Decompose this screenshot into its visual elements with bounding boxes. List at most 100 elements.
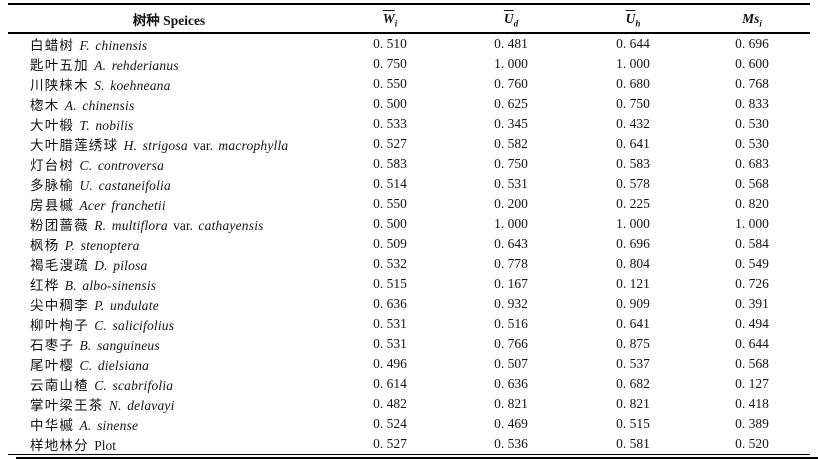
value-cell: 0. 644 xyxy=(735,336,769,351)
value-cell: 0. 820 xyxy=(735,196,769,211)
species-cell: 粉团蔷薇 R. multiflora var. cathayensis xyxy=(8,214,330,234)
species-name-latin: C. salicifolius xyxy=(94,318,175,333)
value-cell: 0. 391 xyxy=(735,296,769,311)
value-cell: 0. 532 xyxy=(373,256,407,271)
species-cell: 枫杨 P. stenoptera xyxy=(8,234,330,254)
species-name-latin: F. chinensis xyxy=(79,38,148,53)
species-name-cn: 川陕梾木 xyxy=(30,78,89,93)
value-cell: 0. 778 xyxy=(494,256,528,271)
species-cell: 大叶腊莲绣球 H. strigosa var. macrophylla xyxy=(8,134,330,154)
value-cell: 0. 167 xyxy=(494,276,528,291)
value-cell: 0. 531 xyxy=(494,176,528,191)
value-cell: 0. 766 xyxy=(494,336,528,351)
value-cell: 0. 636 xyxy=(494,376,528,391)
value-cell: 0. 644 xyxy=(616,36,650,51)
value-cell: 1. 000 xyxy=(616,216,650,231)
species-name-cn: 白蜡树 xyxy=(30,38,75,53)
species-name-latin: C. dielsiana xyxy=(79,358,150,373)
value-cell: 1. 000 xyxy=(616,56,650,71)
value-cell: 0. 121 xyxy=(616,276,650,291)
species-name-latin: A. chinensis xyxy=(64,98,135,113)
value-cell: 0. 500 xyxy=(373,216,407,231)
header-wi: Wi xyxy=(330,4,450,34)
value-cell: 1. 000 xyxy=(494,216,528,231)
table-row: 粉团蔷薇 R. multiflora var. cathayensis 0. 50… xyxy=(8,214,810,234)
species-cell: 房县槭 Acer franchetii xyxy=(8,194,330,214)
value-cell: 0. 750 xyxy=(373,56,407,71)
value-cell: 0. 643 xyxy=(494,236,528,251)
value-cell: 0. 225 xyxy=(616,196,650,211)
table-row: 枫杨 P. stenoptera 0. 509 0. 643 0. 696 0. 584 xyxy=(8,234,810,254)
species-cell: 川陕梾木 S. koehneana xyxy=(8,74,330,94)
table-row: 红桦 B. albo-sinensis 0. 515 0. 167 0. 121 0. … xyxy=(8,274,810,294)
table-row: 多脉榆 U. castaneifolia 0. 514 0. 531 0. 578 0.… xyxy=(8,174,810,194)
species-name-cn: 大叶腊莲绣球 xyxy=(30,138,119,153)
species-name-latin: Plot xyxy=(94,438,116,453)
value-cell: 0. 496 xyxy=(373,356,407,371)
species-name-latin: Acer franchetii xyxy=(79,198,166,213)
value-cell: 0. 583 xyxy=(616,156,650,171)
value-cell: 0. 515 xyxy=(616,416,650,431)
species-name-cn: 红桦 xyxy=(30,278,60,293)
value-cell: 0. 514 xyxy=(373,176,407,191)
table-row: 样地林分 Plot 0. 527 0. 536 0. 581 0. 520 xyxy=(8,434,810,455)
species-cell: 尖中稠李 P. undulate xyxy=(8,294,330,314)
species-name-cn: 楤木 xyxy=(30,98,60,113)
species-name-cn: 多脉榆 xyxy=(30,178,75,193)
species-name-latin: C. scabrifolia xyxy=(94,378,174,393)
table-row: 云南山楂 C. scabrifolia 0. 614 0. 636 0. 682 0. … xyxy=(8,374,810,394)
species-name-latin: P. stenoptera xyxy=(64,238,140,253)
table-header: 树种 Speices Wi Ud Uh Msi xyxy=(8,4,810,34)
value-cell: 0. 530 xyxy=(735,116,769,131)
species-name-latin: var. xyxy=(167,218,199,233)
species-cell: 中华槭 A. sinense xyxy=(8,414,330,434)
species-name-cn: 枫杨 xyxy=(30,238,60,253)
table-row: 大叶腊莲绣球 H. strigosa var. macrophylla 0. 52… xyxy=(8,134,810,154)
value-cell: 0. 537 xyxy=(616,356,650,371)
value-cell: 0. 536 xyxy=(494,436,528,451)
value-cell: 0. 515 xyxy=(373,276,407,291)
value-cell: 0. 550 xyxy=(373,76,407,91)
species-name-cn: 灯台树 xyxy=(30,158,75,173)
value-cell: 0. 804 xyxy=(616,256,650,271)
value-cell: 0. 418 xyxy=(735,396,769,411)
value-cell: 0. 500 xyxy=(373,96,407,111)
value-cell: 0. 768 xyxy=(735,76,769,91)
species-name-latin: U. castaneifolia xyxy=(79,178,171,193)
value-cell: 0. 482 xyxy=(373,396,407,411)
species-name-cn: 样地林分 xyxy=(30,438,89,453)
header-species: 树种 Speices xyxy=(8,4,330,34)
species-name-cn: 尖中稠李 xyxy=(30,298,89,313)
species-cell: 样地林分 Plot xyxy=(8,434,330,455)
value-cell: 0. 530 xyxy=(735,136,769,151)
species-name-latin: N. delavayi xyxy=(108,398,175,413)
value-cell: 0. 494 xyxy=(735,316,769,331)
species-name-latin: T. nobilis xyxy=(79,118,134,133)
value-cell: 0. 531 xyxy=(373,316,407,331)
value-cell: 0. 614 xyxy=(373,376,407,391)
table-body: 白蜡树 F. chinensis 0. 510 0. 481 0. 644 0. 696… xyxy=(8,33,810,455)
value-cell: 0. 568 xyxy=(735,176,769,191)
species-name-latin: S. koehneana xyxy=(94,78,171,93)
table-row: 川陕梾木 S. koehneana 0. 550 0. 760 0. 680 0. 76… xyxy=(8,74,810,94)
value-cell: 0. 550 xyxy=(373,196,407,211)
value-cell: 0. 726 xyxy=(735,276,769,291)
table-row: 灯台树 C. controversa 0. 583 0. 750 0. 583 0. 6… xyxy=(8,154,810,174)
table-row: 石枣子 B. sanguineus 0. 531 0. 766 0. 875 0. 64… xyxy=(8,334,810,354)
value-cell: 0. 750 xyxy=(616,96,650,111)
value-cell: 0. 641 xyxy=(616,136,650,151)
value-cell: 0. 821 xyxy=(616,396,650,411)
value-cell: 0. 533 xyxy=(373,116,407,131)
value-cell: 1. 000 xyxy=(735,216,769,231)
value-cell: 0. 389 xyxy=(735,416,769,431)
species-cell: 柳叶栒子 C. salicifolius xyxy=(8,314,330,334)
value-cell: 0. 636 xyxy=(373,296,407,311)
species-name-latin: var. xyxy=(187,138,219,153)
value-cell: 0. 600 xyxy=(735,56,769,71)
species-name-latin: R. multiflora xyxy=(94,218,168,233)
value-cell: 0. 875 xyxy=(616,336,650,351)
table-row: 褐毛溲疏 D. pilosa 0. 532 0. 778 0. 804 0. 549 xyxy=(8,254,810,274)
species-name-latin: macrophylla xyxy=(218,138,289,153)
species-name-cn: 房县槭 xyxy=(30,198,75,213)
species-cell: 白蜡树 F. chinensis xyxy=(8,33,330,54)
